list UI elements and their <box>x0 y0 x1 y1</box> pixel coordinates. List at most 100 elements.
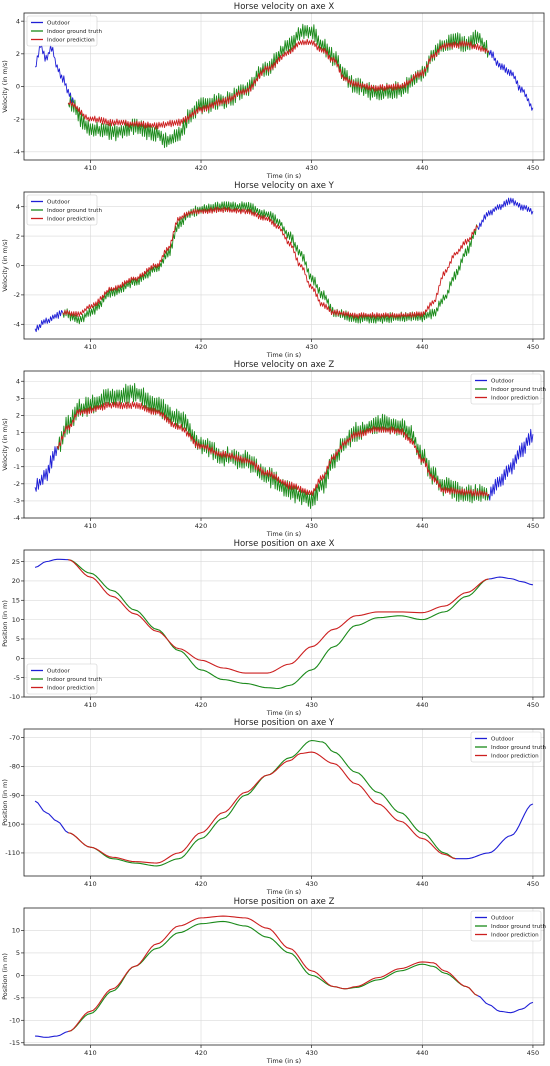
series-line-2 <box>68 739 456 867</box>
series-line-3 <box>56 401 490 497</box>
y-axis-label: Velocity (in m/s) <box>1 60 9 113</box>
y-tick-label: 4 <box>16 17 20 25</box>
series-line-3 <box>68 559 489 674</box>
x-tick-label: 450 <box>527 1049 539 1057</box>
y-tick-label: 2 <box>16 232 20 240</box>
x-tick-label: 450 <box>527 164 539 172</box>
series-line-1 <box>455 803 534 860</box>
legend-label: Indoor ground truth <box>491 924 546 930</box>
chart-panel-5: Horse position on axe Y 410 420 430 440 450 -1… <box>1 718 546 896</box>
x-tick-label: 410 <box>84 343 96 351</box>
y-tick-label: 10 <box>12 927 20 935</box>
series-line-1 <box>488 49 534 111</box>
x-tick-label: 450 <box>527 343 539 351</box>
series-line-1 <box>488 428 534 501</box>
x-tick-label: 440 <box>416 880 428 888</box>
y-tick-label: 5 <box>16 635 20 643</box>
legend-label: Indoor prediction <box>47 38 95 44</box>
series-line-3 <box>68 915 478 1033</box>
x-axis-label: Time (in s) <box>266 888 301 896</box>
y-tick-label: 0 <box>16 262 20 270</box>
y-axis-label: Position (in m) <box>1 600 9 647</box>
y-tick-label: -10 <box>9 1016 20 1024</box>
series-line-1 <box>34 800 69 834</box>
y-tick-label: -1 <box>14 463 20 471</box>
legend-label: Indoor prediction <box>491 933 539 939</box>
x-tick-label: 450 <box>527 880 539 888</box>
chart-title: Horse position on axe X <box>234 539 335 549</box>
legend-box <box>470 731 542 763</box>
legend-label: Indoor prediction <box>47 217 95 223</box>
legend-box <box>470 910 542 942</box>
legend-label: Indoor ground truth <box>47 208 102 214</box>
chart-panel-6: Horse position on axe Z 410 420 430 440 450 -1… <box>1 897 546 1065</box>
series-line-1 <box>34 309 64 333</box>
y-tick-label: 0 <box>16 446 20 454</box>
series-group <box>34 382 534 509</box>
legend-label: Indoor prediction <box>491 754 539 760</box>
y-tick-label: 2 <box>16 412 20 420</box>
x-axis-label: Time (in s) <box>266 530 301 538</box>
x-tick-label: 430 <box>305 343 317 351</box>
x-tick-label: 420 <box>195 880 207 888</box>
x-axis-label: Time (in s) <box>266 351 301 359</box>
y-tick-label: 3 <box>16 395 20 403</box>
plot-frame <box>23 907 545 1046</box>
x-tick-label: 420 <box>195 164 207 172</box>
y-tick-label: -110 <box>5 849 20 857</box>
y-axis-label: Velocity (in m/s) <box>1 418 9 471</box>
y-tick-label: -2 <box>14 291 20 299</box>
legend: Outdoor Indoor ground truth Indoor predict… <box>26 194 102 226</box>
x-tick-label: 440 <box>416 701 428 709</box>
y-tick-label: -90 <box>9 791 20 799</box>
series-line-2 <box>68 559 489 690</box>
y-tick-label: 20 <box>12 577 20 585</box>
chart-title: Horse position on axe Z <box>234 897 335 907</box>
series-line-1 <box>477 995 534 1014</box>
legend: Outdoor Indoor ground truth Indoor predict… <box>26 15 102 47</box>
x-tick-label: 450 <box>527 701 539 709</box>
y-tick-label: 5 <box>16 949 20 957</box>
chart-title: Horse velocity on axe X <box>234 2 335 12</box>
legend-label: Outdoor <box>47 669 71 675</box>
legend-label: Outdoor <box>47 200 71 206</box>
legend-box <box>26 663 98 695</box>
legend-label: Indoor ground truth <box>491 745 546 751</box>
x-tick-label: 440 <box>416 164 428 172</box>
legend-label: Outdoor <box>491 379 515 385</box>
y-tick-label: 10 <box>12 616 20 624</box>
plot-frame <box>23 728 545 877</box>
chart-panel-4: Horse position on axe X 410 420 430 440 450 -1… <box>1 539 545 717</box>
legend: Outdoor Indoor ground truth Indoor predict… <box>470 910 546 942</box>
y-axis-label: Position (in m) <box>1 779 9 826</box>
series-line-3 <box>68 751 456 864</box>
legend-box <box>26 15 98 47</box>
grid-lines <box>24 908 544 1045</box>
y-tick-label: 4 <box>16 203 20 211</box>
x-axis-label: Time (in s) <box>266 1057 301 1065</box>
x-tick-label: 430 <box>305 880 317 888</box>
legend: Outdoor Indoor ground truth Indoor predict… <box>26 663 102 695</box>
y-tick-label: -5 <box>14 674 20 682</box>
x-tick-label: 430 <box>305 1049 317 1057</box>
series-line-2 <box>56 382 490 509</box>
x-tick-label: 410 <box>84 701 96 709</box>
x-tick-label: 440 <box>416 1049 428 1057</box>
series-group <box>34 739 534 867</box>
series-line-3 <box>67 38 490 130</box>
y-tick-label: 0 <box>16 972 20 980</box>
y-tick-label: 25 <box>12 558 20 566</box>
x-tick-label: 410 <box>84 1049 96 1057</box>
legend-label: Indoor prediction <box>491 396 539 402</box>
x-tick-label: 440 <box>416 343 428 351</box>
y-tick-label: -15 <box>9 1039 20 1047</box>
x-tick-label: 420 <box>195 1049 207 1057</box>
series-group <box>34 558 534 690</box>
legend-label: Outdoor <box>491 916 515 922</box>
y-tick-label: -80 <box>9 763 20 771</box>
y-tick-label: 15 <box>12 596 20 604</box>
grid-lines <box>24 729 544 876</box>
series-line-3 <box>62 206 479 319</box>
